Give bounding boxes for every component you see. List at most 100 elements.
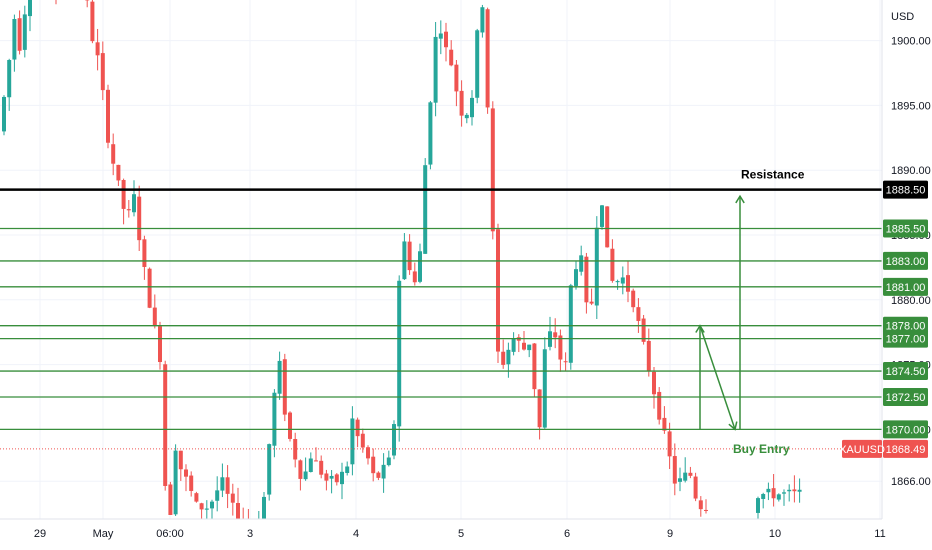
candle-body: [438, 33, 443, 39]
candle-body: [553, 332, 558, 338]
chart-annotations: Resistance Buy Entry: [733, 168, 805, 456]
candle-body: [761, 494, 766, 499]
arrow-head: [735, 194, 745, 204]
candle-body: [782, 492, 786, 494]
candle-body: [444, 31, 448, 48]
time-tick-label: 06:00: [156, 528, 184, 540]
candle-body: [412, 271, 417, 283]
candle-body: [620, 277, 625, 284]
time-tick-label: 29: [34, 528, 46, 540]
candle-body: [449, 49, 454, 66]
level-price-tag-bg: [883, 387, 928, 406]
candle-body: [17, 18, 22, 51]
candle-body: [407, 241, 412, 271]
candle-body: [693, 476, 698, 499]
candle-body: [371, 456, 376, 474]
buy-entry-label: Buy Entry: [733, 442, 790, 456]
candle-body: [636, 307, 641, 321]
time-tick-label: 6: [564, 528, 570, 540]
price-tick-label: 1890.00: [891, 165, 931, 177]
candle-body: [350, 418, 355, 465]
candle-body: [579, 255, 584, 272]
price-tick-label: 1900.00: [891, 36, 931, 48]
time-tick-label: 5: [458, 528, 464, 540]
candle-body: [454, 64, 459, 92]
level-price-tag-bg: [883, 251, 928, 270]
candle-body: [646, 340, 651, 372]
time-tick-label: 9: [667, 528, 673, 540]
candle-body: [272, 392, 277, 446]
candle-body: [132, 194, 136, 213]
candle-body: [605, 206, 610, 248]
candle-body: [111, 144, 116, 164]
candle-body: [615, 281, 620, 283]
candle-body: [704, 509, 708, 511]
candle-body: [158, 326, 162, 363]
candle-body: [262, 496, 266, 524]
level-price-tag-bg: [883, 277, 928, 296]
candle-body: [584, 256, 589, 303]
candle-body: [678, 478, 682, 482]
candle-body: [527, 344, 532, 351]
candle-body: [558, 335, 563, 360]
candle-body: [672, 456, 677, 484]
candle-body: [319, 460, 324, 475]
candle-body: [22, 14, 27, 50]
support-levels: [0, 188, 882, 450]
candle-body: [792, 489, 797, 492]
chart-grid: [0, 0, 882, 519]
candle-body: [698, 500, 703, 510]
candle-body: [459, 90, 464, 116]
candle-body: [147, 268, 152, 308]
candle-body: [428, 102, 433, 165]
candle-body: [116, 164, 121, 181]
candle-body: [163, 364, 168, 486]
candle-body: [2, 96, 6, 132]
time-axis[interactable]: 29 May 06:00 3 4 5 6 9 10 11: [0, 518, 886, 540]
time-tick-label: 3: [247, 528, 253, 540]
candle-body: [563, 361, 568, 363]
last-price-tag-bg: [883, 439, 928, 458]
candle-body: [568, 285, 573, 363]
candle-body: [267, 444, 272, 495]
candle-body: [667, 431, 672, 457]
candle-body: [392, 424, 396, 456]
candle-body: [230, 493, 235, 503]
candle-body: [95, 42, 100, 56]
price-tags: 1885.501883.001881.001878.001877.001874.…: [839, 180, 928, 458]
candle-body: [28, 0, 32, 17]
candle-body: [282, 359, 287, 415]
candle-body: [210, 501, 214, 509]
resistance-label: Resistance: [741, 168, 805, 182]
candle-body: [610, 248, 615, 281]
candle-body: [652, 371, 656, 395]
candle-body: [277, 360, 282, 394]
candle-body: [137, 196, 142, 241]
candle-body: [324, 473, 329, 481]
candle-body: [126, 209, 131, 211]
level-price-tag-bg: [883, 219, 928, 238]
candle-body: [480, 7, 485, 33]
resistance-price-tag-bg: [883, 180, 928, 199]
symbol-tag-bg: [842, 439, 882, 458]
candle-body: [641, 318, 646, 342]
price-tick-label: 1866.00: [891, 476, 931, 488]
level-price-tag: 1872.50: [886, 392, 926, 404]
level-price-tag: 1870.00: [886, 424, 926, 436]
candle-body: [293, 439, 298, 460]
candle-body: [501, 351, 506, 365]
candle-body: [475, 30, 480, 98]
level-price-tag: 1877.00: [886, 334, 926, 346]
time-tick-label: 4: [353, 528, 359, 540]
candle-body: [121, 180, 126, 209]
candle-body: [574, 269, 578, 286]
candle-body: [178, 450, 183, 470]
candle-body: [522, 342, 526, 350]
time-tick-label: 11: [874, 528, 885, 540]
candle-body: [106, 89, 110, 143]
price-axis-background: [882, 0, 932, 550]
candle-body: [308, 458, 313, 472]
candle-body: [225, 477, 230, 494]
